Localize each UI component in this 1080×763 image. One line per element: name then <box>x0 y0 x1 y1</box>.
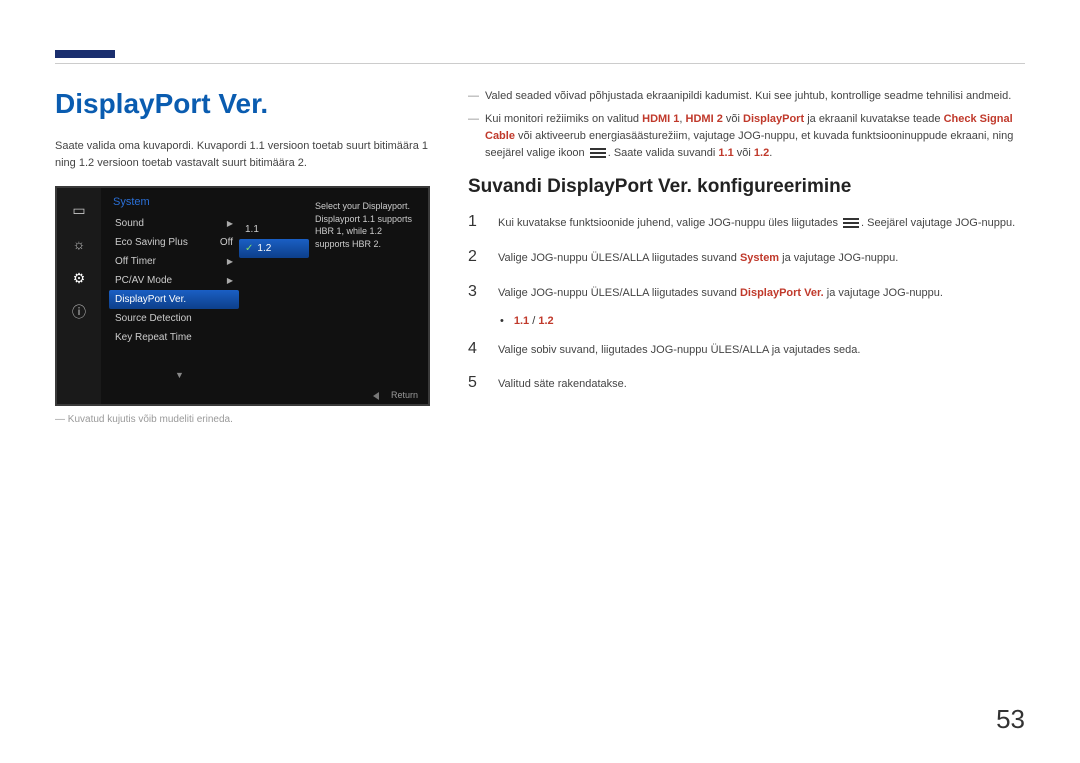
osd-gear-icon: ⚙ <box>65 264 93 292</box>
osd-info-icon: ⓘ <box>65 298 93 326</box>
menu-icon <box>590 148 606 158</box>
osd-menu-item: Key Repeat Time <box>109 328 239 347</box>
menu-icon <box>843 218 859 228</box>
osd-menu-item: PC/AV Mode▶ <box>109 271 239 290</box>
check-icon: ✓ <box>245 243 253 254</box>
step-number: 3 <box>468 280 482 305</box>
step: 1Kui kuvatakse funktsioonide juhend, val… <box>468 210 1025 235</box>
osd-help-text: Select your Displayport. Displayport 1.1… <box>309 196 420 404</box>
section-heading: Suvandi DisplayPort Ver. konfigureerimin… <box>468 176 1025 198</box>
step-number: 2 <box>468 245 482 270</box>
step-number: 5 <box>468 371 482 396</box>
osd-menu-item: Source Detection <box>109 309 239 328</box>
osd-menu-item: Eco Saving PlusOff <box>109 233 239 252</box>
step-bullet: •1.1 / 1.2 <box>468 315 1025 327</box>
step: 2Valige JOG-nuppu ÜLES/ALLA liigutades s… <box>468 245 1025 270</box>
note: ―Kui monitori režiimiks on valitud HDMI … <box>468 111 1025 162</box>
page-number: 53 <box>996 704 1025 735</box>
osd-menu-item: DisplayPort Ver. <box>109 290 239 309</box>
step: 5Valitud säte rakendatakse. <box>468 371 1025 396</box>
osd-option: 1.1 <box>239 220 309 239</box>
osd-scroll-indicator: ▼ <box>175 370 184 380</box>
osd-menu-item: Sound▶ <box>109 214 239 233</box>
figure-caption: ― Kuvatud kujutis võib mudeliti erineda. <box>55 414 430 425</box>
osd-footer: Return <box>373 390 418 400</box>
step-number: 1 <box>468 210 482 235</box>
step-number: 4 <box>468 337 482 362</box>
step: 4Valige sobiv suvand, liigutades JOG-nup… <box>468 337 1025 362</box>
back-arrow-icon <box>373 392 379 400</box>
osd-monitor-icon: ▭ <box>65 196 93 224</box>
osd-menu-item: Off Timer▶ <box>109 252 239 271</box>
note: ―Valed seaded võivad põhjustada ekraanip… <box>468 88 1025 105</box>
page-title: DisplayPort Ver. <box>55 88 430 120</box>
step: 3Valige JOG-nuppu ÜLES/ALLA liigutades s… <box>468 280 1025 305</box>
osd-sun-icon: ☼ <box>65 230 93 258</box>
osd-option: ✓1.2 <box>239 239 309 258</box>
top-rule <box>55 50 1025 64</box>
osd-screenshot: ▭ ☼ ⚙ ⓘ System Sound▶Eco Saving PlusOffOff … <box>55 186 430 406</box>
osd-section-title: System <box>109 196 239 208</box>
osd-sidebar: ▭ ☼ ⚙ ⓘ <box>57 188 101 404</box>
intro-text: Saate valida oma kuvapordi. Kuvapordi 1.… <box>55 138 430 172</box>
